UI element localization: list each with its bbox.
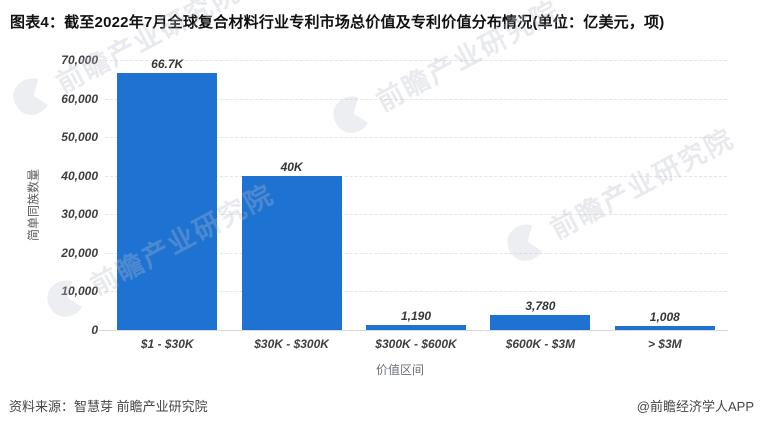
gridline — [105, 214, 727, 216]
gridline — [105, 175, 727, 177]
bar-value-label: 1,190 — [400, 309, 432, 324]
bar — [614, 326, 715, 330]
y-tick-label: 10,000 — [61, 284, 98, 299]
bar-value-label: 3,780 — [525, 299, 556, 314]
y-tick-label: 20,000 — [61, 245, 98, 260]
x-tick-label: $600K - $3M — [505, 337, 576, 351]
x-axis-line — [99, 330, 728, 331]
x-tick-label: $1 - $30K — [140, 337, 194, 351]
bar — [117, 72, 218, 330]
y-tick-label: 50,000 — [61, 130, 98, 145]
bar — [490, 315, 591, 330]
x-axis-title: 价值区间 — [375, 363, 424, 377]
y-tick-label: 30,000 — [61, 207, 98, 222]
chart-title: 图表4：截至2022年7月全球复合材料行业专利市场总价值及专利价值分布情况(单位… — [10, 14, 665, 31]
y-tick-label: 0 — [91, 323, 98, 337]
x-tick-label: $300K - $600K — [375, 337, 457, 351]
gridline — [105, 137, 727, 139]
x-tick-label: $30K - $300K — [254, 337, 329, 351]
footer-credit: @前瞻经济学人APP — [636, 399, 754, 414]
x-tick-label: > $3M — [647, 337, 682, 351]
y-axis-title: 简单同族数量 — [26, 168, 41, 242]
y-tick-label: 60,000 — [61, 91, 98, 106]
gridline — [105, 291, 727, 293]
footer-source: 资料来源：智慧芽 前瞻产业研究院 — [9, 399, 208, 414]
gridline — [105, 98, 727, 100]
gridline — [105, 252, 727, 254]
y-tick-label: 70,000 — [61, 53, 98, 67]
bar-value-label: 40K — [280, 159, 303, 174]
bar — [366, 325, 466, 330]
bar — [241, 175, 342, 330]
y-tick-label: 40,000 — [61, 168, 98, 183]
bar-value-label: 1,008 — [649, 310, 680, 325]
gridline — [105, 60, 727, 61]
bar-value-label: 66.7K — [151, 56, 184, 71]
